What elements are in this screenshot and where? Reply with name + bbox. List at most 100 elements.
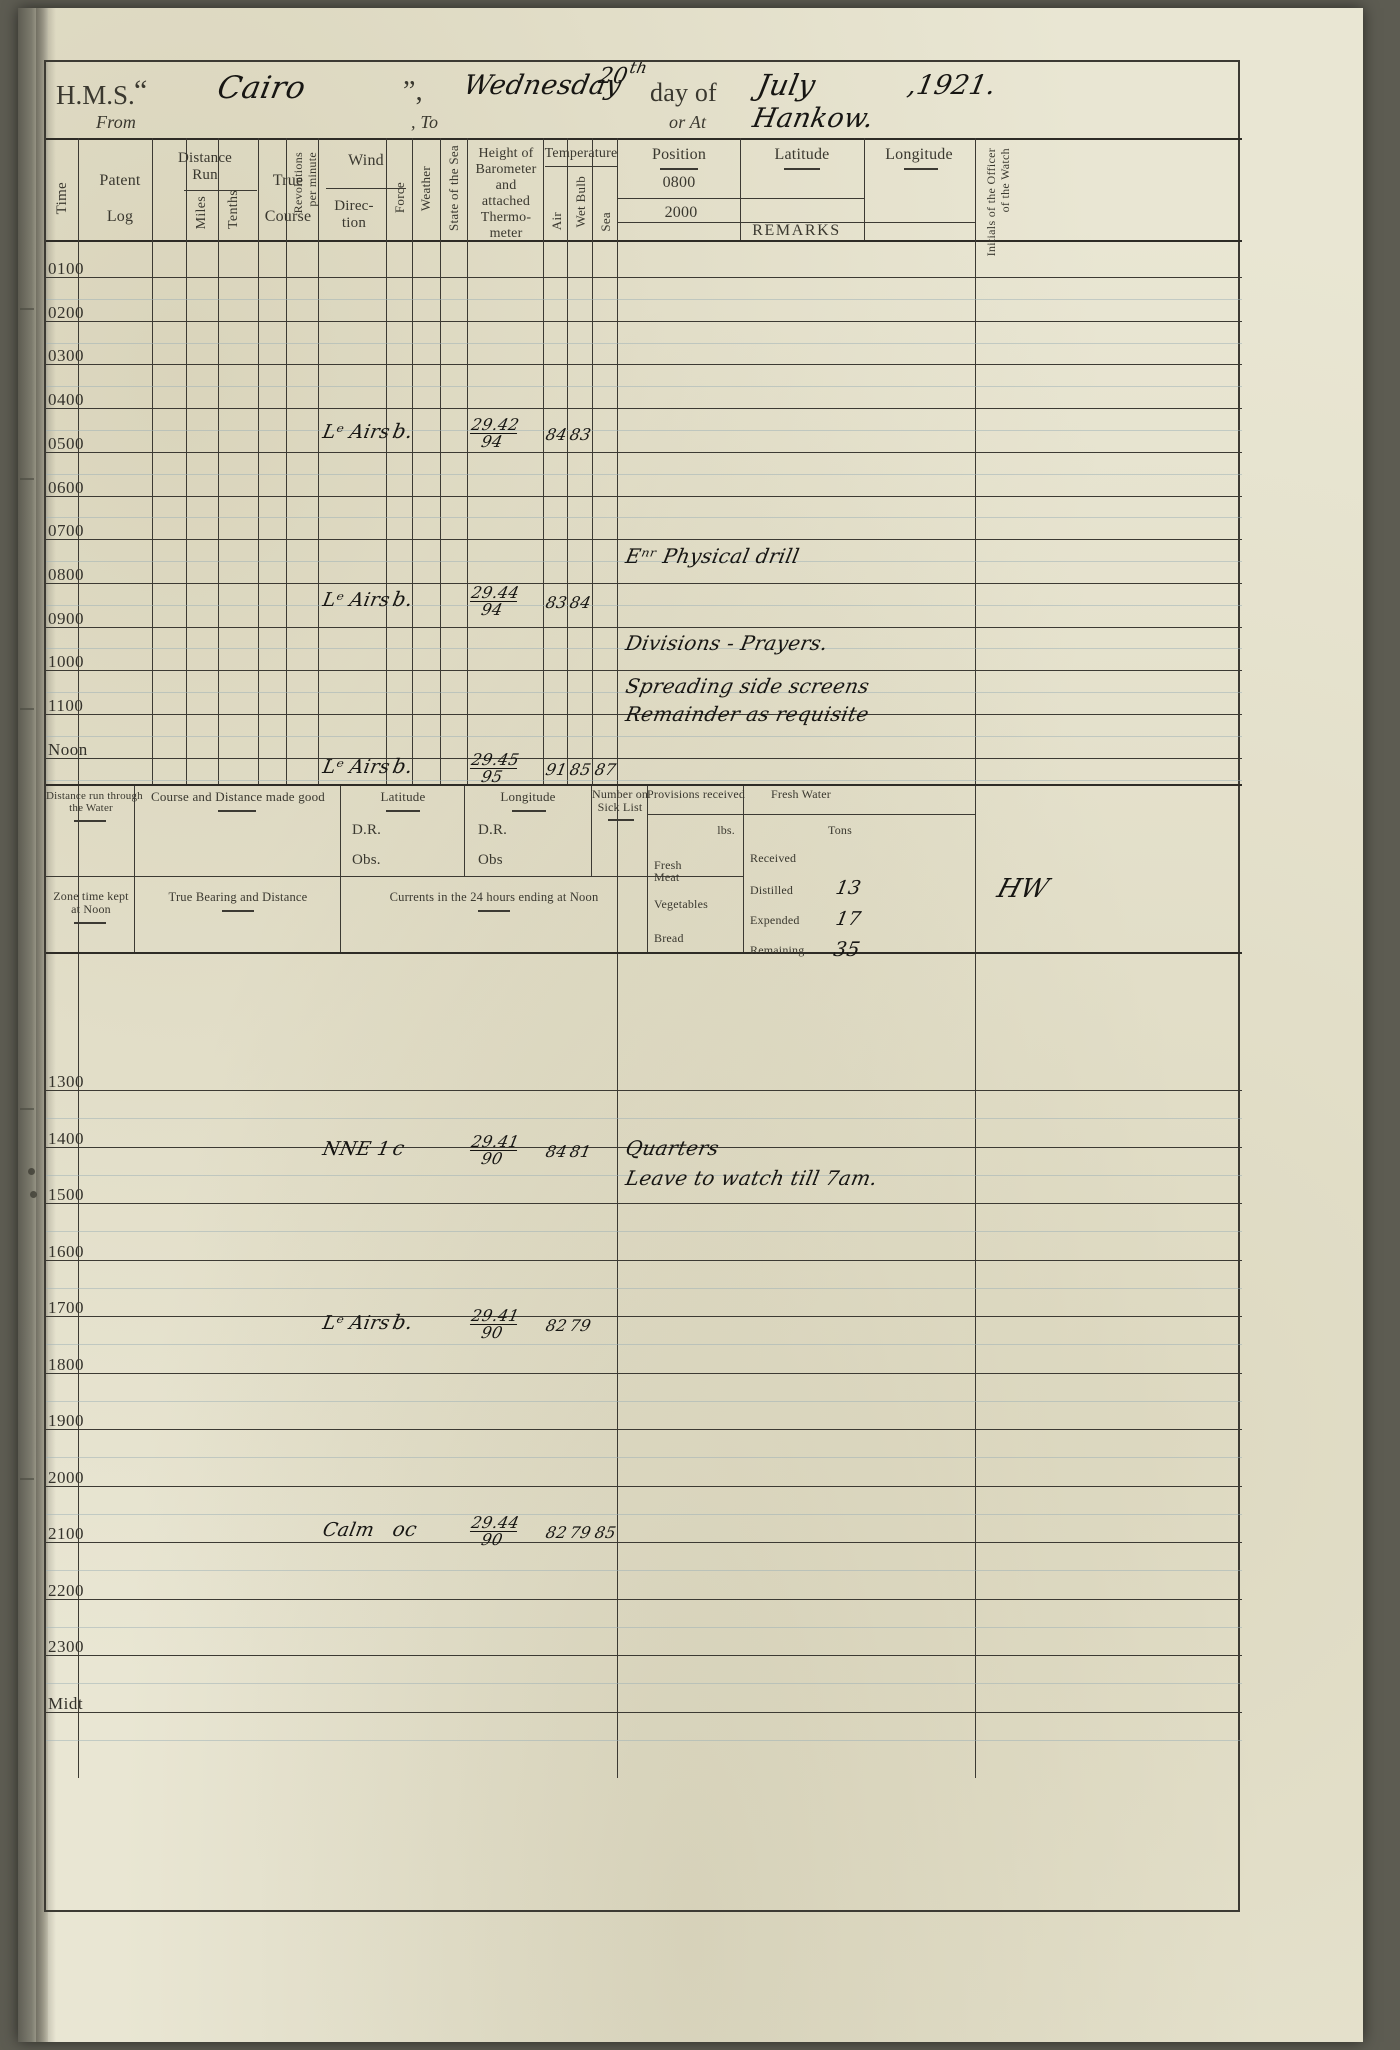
entry-text: c [390, 1136, 407, 1160]
entry-text: Quarters [623, 1136, 722, 1160]
rule [74, 820, 106, 822]
noon-vegetables: Vegetables [654, 897, 708, 911]
entry-text: b. [390, 1310, 416, 1334]
header-log: Log [106, 208, 134, 225]
header-barometer-3: and [495, 178, 517, 193]
half-hour-rule [46, 1626, 1242, 1628]
margin-tick [20, 308, 34, 310]
entry-text: 79 [568, 1523, 593, 1542]
header-course: Course [264, 208, 312, 225]
time-label: 0500 [48, 433, 84, 453]
time-label: 0900 [48, 608, 84, 628]
margin-hole [28, 1168, 35, 1175]
rule [386, 810, 420, 812]
noon-distance-water-2: the Water [69, 802, 113, 814]
time-label: 0300 [48, 346, 84, 366]
entry-text: 84 [544, 425, 569, 444]
half-hour-rule [46, 779, 1242, 781]
rule [218, 138, 219, 784]
time-label: 2200 [48, 1580, 84, 1600]
rule [78, 138, 79, 1778]
rule [440, 138, 441, 784]
entry-text: 83 [568, 425, 593, 444]
barometer-fraction: 29.45 95 [466, 750, 521, 786]
rule [545, 166, 617, 167]
half-hour-rule [46, 298, 1242, 300]
half-hour-rule [46, 1739, 1242, 1741]
entry-text: 87 [593, 760, 618, 779]
entry-text: 81 [568, 1142, 593, 1161]
rule [46, 240, 1242, 242]
rule [975, 138, 976, 1778]
noon-zone-time-1: Zone time kept [53, 889, 129, 903]
rule [617, 138, 618, 1778]
entry-text: Lᵉ Airs [320, 756, 392, 778]
hour-rule [46, 757, 1242, 759]
rule [660, 168, 698, 170]
log-page: H.M.S. “ Cairo ”, Wednesday 20 th day of… [18, 8, 1363, 2042]
entry-text: 82 [544, 1523, 569, 1542]
rule [904, 168, 938, 170]
header-wind: Wind [348, 152, 384, 169]
header-miles: Miles [194, 196, 209, 230]
noon-fresh-water: Fresh Water [771, 787, 831, 801]
rule [464, 786, 465, 876]
header-air: Air [549, 212, 564, 231]
noon-lat-obs: Obs. [352, 852, 381, 868]
header-wet-bulb: Wet Bulb [573, 176, 588, 228]
quote-close: ”, [403, 76, 423, 107]
hour-rule [46, 714, 1242, 715]
time-label: 1800 [48, 1354, 84, 1374]
noon-remaining-label: Remaining [750, 943, 805, 957]
noon-course-distance: Course and Distance made good [150, 789, 326, 804]
margin-tick [20, 708, 34, 710]
time-label: 0800 [48, 564, 84, 584]
rule [740, 198, 864, 199]
rule [218, 810, 256, 812]
rule [187, 190, 257, 191]
header-per-minute: per minute [305, 152, 319, 207]
half-hour-rule [46, 1118, 1242, 1120]
quote-open: “ [134, 74, 148, 107]
noon-remaining-value: 35 [831, 937, 863, 961]
hour-rule [46, 1711, 1242, 1713]
time-label: 1500 [48, 1185, 84, 1204]
hour-rule [46, 1542, 1242, 1543]
time-label: 0100 [48, 259, 84, 278]
noon-lat-dr: D.R. [352, 822, 382, 838]
from-label: From [96, 112, 137, 132]
noon-distilled-value: 13 [833, 877, 863, 899]
header-position: Position [651, 146, 707, 163]
entry-text: Lᵉ Airs [320, 589, 392, 611]
time-label: 2100 [48, 1524, 84, 1543]
hour-rule [46, 1485, 1242, 1487]
officer-initials-value: HW [993, 874, 1053, 904]
hour-rule [46, 1655, 1242, 1656]
barometer-fraction: 29.44 90 [466, 1513, 521, 1549]
entry-text: Calm [320, 1519, 377, 1541]
rule [784, 168, 820, 170]
noon-latitude: Latitude [380, 789, 426, 804]
noon-fresh-meat-2: Meat [654, 870, 680, 884]
noon-true-bearing: True Bearing and Distance [168, 890, 308, 904]
half-hour-rule [46, 342, 1242, 344]
noon-sick-list-2: Sick List [597, 800, 643, 814]
hour-rule [46, 495, 1242, 497]
entry-text: Eⁿʳ Physical drill [623, 544, 802, 568]
half-hour-rule [46, 735, 1242, 737]
rule [46, 138, 1242, 140]
half-hour-rule [46, 386, 1242, 388]
time-label: 1300 [48, 1072, 84, 1091]
half-hour-rule [46, 604, 1242, 606]
noon-currents: Currents in the 24 hours ending at Noon [389, 890, 599, 904]
log-table: Time Patent Log Distance Run Miles Tenth… [44, 60, 1242, 1912]
binding-gutter-shadow [36, 8, 56, 2042]
time-label: 0200 [48, 302, 84, 322]
hour-rule [46, 277, 1242, 278]
hour-rule [46, 1598, 1242, 1600]
half-hour-rule [46, 1231, 1242, 1233]
hour-rule [46, 320, 1242, 322]
rule [478, 910, 510, 912]
header-initials-2: of the Watch [998, 148, 1012, 213]
half-hour-rule [46, 1400, 1242, 1402]
